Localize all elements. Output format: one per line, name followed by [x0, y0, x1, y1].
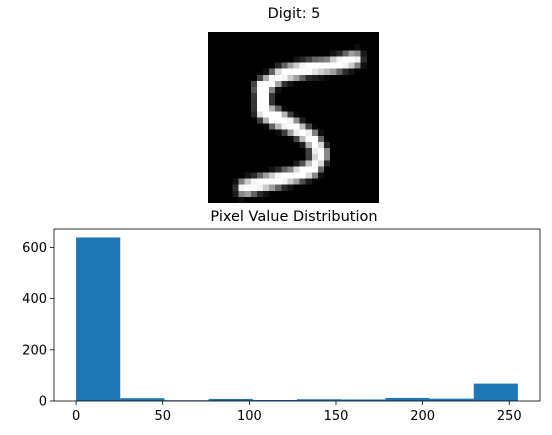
histogram-bar-8: [429, 398, 474, 401]
histogram-axes: 0 50 100 150 200 250 0 200 400 600: [22, 228, 541, 424]
x-tick-label-100: 100: [237, 409, 262, 424]
histogram-bar-0: [76, 237, 121, 401]
histogram-title: Pixel Value Distribution: [210, 209, 378, 225]
histogram-bar-7: [385, 397, 430, 401]
histogram-bar-6: [341, 399, 386, 401]
histogram-bar-4: [252, 399, 297, 401]
x-tick-label-150: 150: [324, 409, 349, 424]
x-tick-label-0: 0: [72, 409, 80, 424]
x-tick-label-200: 200: [410, 409, 435, 424]
histogram-bars: [76, 237, 518, 401]
y-tick-label-200: 200: [22, 343, 47, 358]
y-tick-label-600: 600: [22, 241, 47, 256]
digit-image: [208, 32, 379, 203]
x-tick-label-50: 50: [154, 409, 171, 424]
histogram-bar-9: [473, 383, 518, 401]
y-tick-label-400: 400: [22, 292, 47, 307]
y-tick-label-0: 0: [39, 395, 47, 410]
plot-frame: [53, 228, 541, 402]
digit-title: Digit: 5: [267, 6, 321, 22]
histogram-bar-5: [297, 399, 342, 401]
histogram-bar-3: [208, 398, 253, 401]
x-tick-label-250: 250: [497, 409, 522, 424]
histogram-bar-1: [120, 398, 165, 401]
